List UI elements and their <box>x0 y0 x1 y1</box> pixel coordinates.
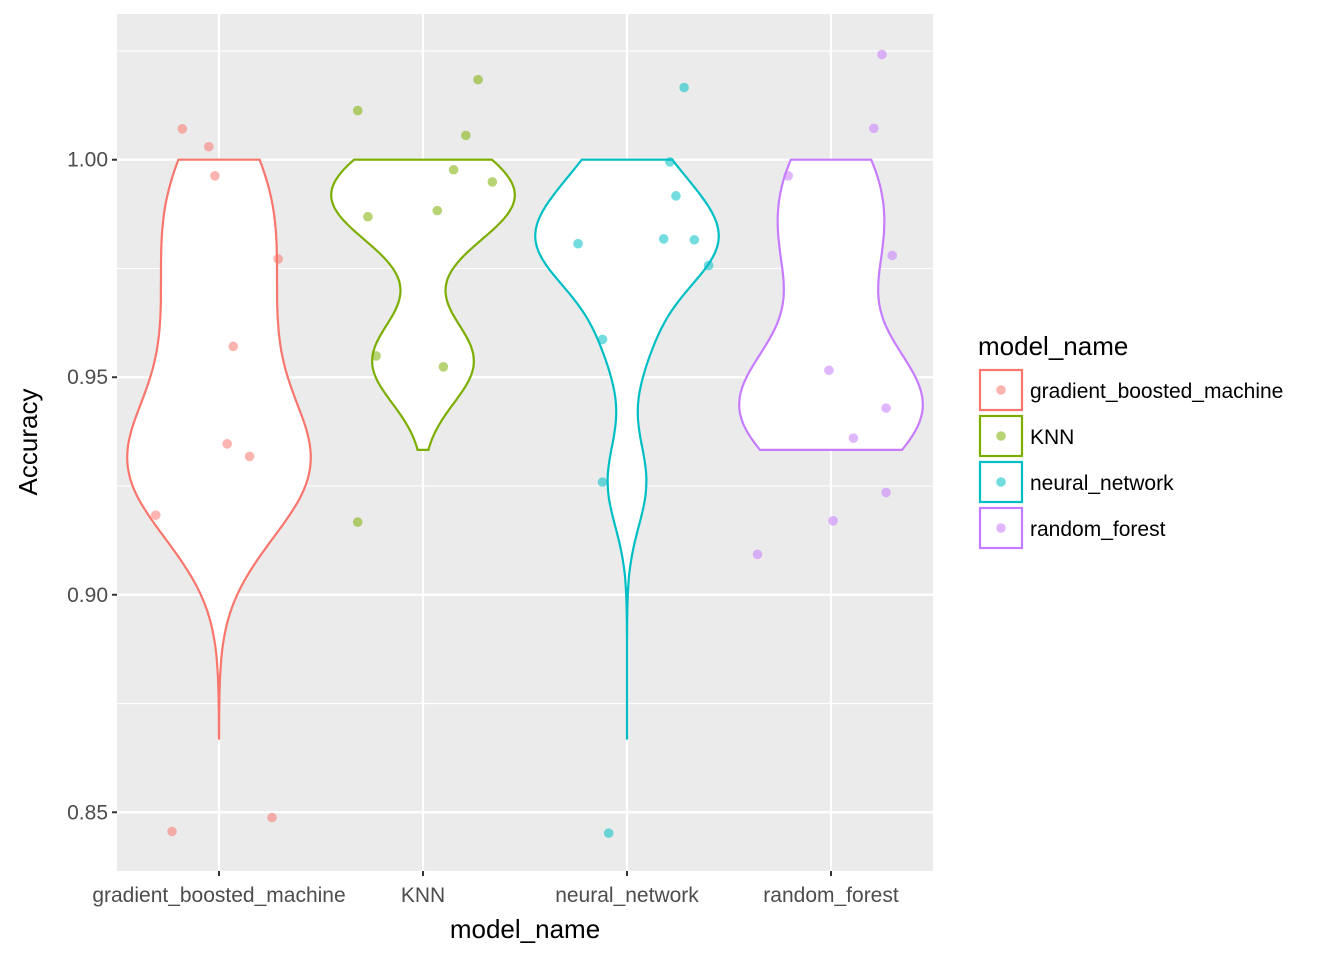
point-KNN <box>352 517 363 527</box>
point-gradient_boosted_machine <box>150 510 161 520</box>
point-neural_network <box>679 82 689 93</box>
point-KNN <box>432 205 443 216</box>
point-KNN <box>461 130 471 141</box>
x-tick-label: neural_network <box>555 884 699 907</box>
jitter-points <box>150 49 897 838</box>
point-neural_network <box>689 234 700 245</box>
point-gradient_boosted_machine <box>228 341 239 352</box>
point-KNN <box>352 105 363 116</box>
point-neural_network <box>658 234 669 244</box>
point-random_forest <box>848 433 859 443</box>
point-random_forest <box>881 487 891 498</box>
y-tick-label: 0.95 <box>67 366 108 389</box>
y-axis-title: Accuracy <box>13 389 43 496</box>
point-random_forest <box>783 171 793 181</box>
x-axis-title: model_name <box>450 914 600 944</box>
violin-gradient_boosted_machine <box>126 158 312 740</box>
legend-label: gradient_boosted_machine <box>1030 380 1283 403</box>
point-neural_network <box>597 334 608 345</box>
point-random_forest <box>881 403 891 413</box>
point-neural_network <box>573 238 583 249</box>
point-neural_network <box>603 828 614 838</box>
point-random_forest <box>877 49 887 60</box>
legend-key-point <box>996 431 1006 441</box>
point-gradient_boosted_machine <box>167 826 177 837</box>
x-axis: gradient_boosted_machine KNN neural_networ… <box>92 871 899 907</box>
point-random_forest <box>869 123 879 134</box>
legend-label: KNN <box>1030 426 1074 449</box>
violins <box>126 158 924 740</box>
point-gradient_boosted_machine <box>204 141 214 152</box>
point-neural_network <box>671 191 681 201</box>
point-gradient_boosted_machine <box>177 124 188 134</box>
point-gradient_boosted_machine <box>244 451 255 462</box>
point-KNN <box>473 74 483 85</box>
legend: model_name gradient_boosted_machine KNN ne… <box>978 331 1283 550</box>
point-random_forest <box>887 250 897 261</box>
point-gradient_boosted_machine <box>222 439 232 449</box>
y-axis: 0.85 0.90 0.95 1.00 <box>67 149 117 824</box>
x-tick-label: random_forest <box>763 884 899 907</box>
y-tick-label: 1.00 <box>67 149 108 172</box>
x-tick-label: KNN <box>401 884 445 907</box>
legend-key-point <box>996 385 1006 395</box>
point-gradient_boosted_machine <box>267 812 277 823</box>
point-KNN <box>371 351 381 361</box>
point-neural_network <box>665 157 675 167</box>
legend-title: model_name <box>978 331 1128 361</box>
point-gradient_boosted_machine <box>210 171 220 181</box>
point-gradient_boosted_machine <box>273 254 283 264</box>
legend-key-point <box>996 523 1006 533</box>
point-neural_network <box>703 260 714 271</box>
point-KNN <box>363 211 373 222</box>
legend-key-point <box>996 477 1006 487</box>
point-KNN <box>448 164 459 175</box>
y-tick-label: 0.90 <box>67 584 108 607</box>
violin-neural_network <box>534 158 720 740</box>
point-KNN <box>487 177 498 187</box>
point-neural_network <box>597 477 608 487</box>
legend-label: random_forest <box>1030 518 1166 541</box>
point-random_forest <box>752 549 763 560</box>
violin-random_forest <box>738 158 924 451</box>
legend-label: neural_network <box>1030 472 1174 495</box>
point-KNN <box>438 362 449 372</box>
y-tick-label: 0.85 <box>67 801 108 824</box>
point-random_forest <box>828 516 838 526</box>
point-random_forest <box>824 365 834 376</box>
x-tick-label: gradient_boosted_machine <box>92 884 345 907</box>
